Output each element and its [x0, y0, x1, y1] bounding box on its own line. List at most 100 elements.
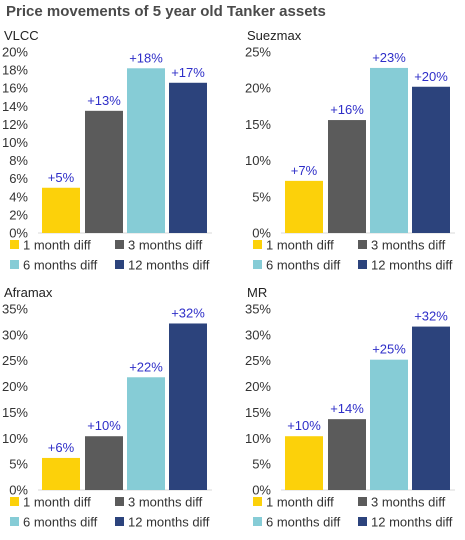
bar	[328, 419, 366, 490]
legend-label: 3 months diff	[371, 238, 446, 253]
y-tick-label: 0%	[252, 483, 271, 498]
legend-label: 3 months diff	[128, 495, 203, 510]
bar	[85, 110, 123, 233]
legend-label: 12 months diff	[371, 515, 453, 530]
legend-swatch	[358, 497, 367, 506]
chart-title: VLCC	[4, 28, 39, 43]
bar	[285, 436, 323, 490]
legend-swatch	[10, 497, 19, 506]
y-tick-label: 15%	[245, 117, 271, 132]
chart-svg: MR 0% 5% 10% 15% 20% 25% 30% 35% +10% +14% +25% +32%…	[245, 285, 455, 530]
y-tick-label: 5%	[252, 189, 271, 204]
data-label: +10%	[87, 418, 121, 433]
legend-swatch	[10, 240, 19, 249]
data-label: +5%	[48, 170, 75, 185]
y-tick-label: 18%	[2, 63, 28, 78]
chart-title: Aframax	[4, 285, 53, 300]
legend-label: 3 months diff	[128, 238, 203, 253]
bar	[328, 120, 366, 233]
bar	[42, 187, 80, 233]
legend-label: 6 months diff	[266, 258, 341, 273]
bar	[285, 180, 323, 233]
page-title: Price movements of 5 year old Tanker ass…	[6, 3, 326, 20]
data-label: +25%	[372, 342, 406, 357]
data-label: +16%	[330, 102, 364, 117]
data-label: +17%	[171, 65, 205, 80]
data-label: +32%	[171, 305, 205, 320]
y-tick-label: 14%	[2, 99, 28, 114]
y-tick-label: 5%	[252, 457, 271, 472]
legend-swatch	[115, 517, 124, 526]
chart-svg: Suezmax 0% 5% 10% 15% 20% 25% +7% +16% +23% +20% 1 …	[245, 28, 455, 273]
data-label: +23%	[372, 50, 406, 65]
chart-mr: MR 0% 5% 10% 15% 20% 25% 30% 35% +10% +14% +25% +32%…	[243, 281, 465, 537]
legend-label: 3 months diff	[371, 495, 446, 510]
y-tick-label: 0%	[252, 226, 271, 241]
legend-swatch	[253, 240, 262, 249]
y-tick-label: 35%	[245, 302, 271, 317]
y-tick-label: 30%	[245, 327, 271, 342]
legend-label: 12 months diff	[371, 258, 453, 273]
legend-label: 6 months diff	[266, 515, 341, 530]
y-tick-label: 20%	[2, 45, 28, 60]
data-label: +7%	[291, 163, 318, 178]
bar	[85, 436, 123, 490]
y-tick-label: 12%	[2, 117, 28, 132]
data-label: +10%	[287, 418, 321, 433]
data-label: +22%	[129, 359, 163, 374]
y-tick-label: 6%	[9, 171, 28, 186]
y-tick-label: 8%	[9, 153, 28, 168]
bar	[412, 326, 450, 490]
legend-label: 1 month diff	[266, 495, 334, 510]
y-tick-label: 20%	[245, 81, 271, 96]
y-tick-label: 20%	[2, 379, 28, 394]
legend-swatch	[358, 517, 367, 526]
legend-label: 1 month diff	[23, 495, 91, 510]
y-tick-label: 20%	[245, 379, 271, 394]
bar	[370, 359, 408, 490]
bar	[370, 67, 408, 233]
bar	[127, 377, 165, 490]
y-tick-label: 5%	[9, 457, 28, 472]
y-tick-label: 0%	[9, 483, 28, 498]
y-tick-label: 4%	[9, 189, 28, 204]
y-tick-label: 10%	[245, 153, 271, 168]
bar	[42, 457, 80, 490]
chart-svg: VLCC 0% 2% 4% 6% 8% 10% 12% 14% 16% 18% 20% +5% +13% +…	[2, 28, 212, 273]
legend-swatch	[115, 260, 124, 269]
legend-swatch	[10, 517, 19, 526]
data-label: +18%	[129, 50, 163, 65]
legend-swatch	[253, 497, 262, 506]
y-tick-label: 0%	[9, 226, 28, 241]
legend-swatch	[253, 517, 262, 526]
chart-title: Suezmax	[247, 28, 302, 43]
chart-title: MR	[247, 285, 267, 300]
data-label: +32%	[414, 309, 448, 324]
y-tick-label: 16%	[2, 81, 28, 96]
legend-label: 6 months diff	[23, 515, 98, 530]
y-tick-label: 15%	[2, 405, 28, 420]
y-tick-label: 30%	[2, 327, 28, 342]
legend-swatch	[253, 260, 262, 269]
y-tick-label: 15%	[245, 405, 271, 420]
y-tick-label: 25%	[245, 45, 271, 60]
data-label: +14%	[330, 401, 364, 416]
chart-svg: Aframax 0% 5% 10% 15% 20% 25% 30% 35% +6% +10% +22%…	[2, 285, 212, 530]
legend-label: 1 month diff	[23, 238, 91, 253]
chart-suezmax: Suezmax 0% 5% 10% 15% 20% 25% +7% +16% +23% +20% 1 …	[243, 24, 465, 280]
y-tick-label: 10%	[2, 431, 28, 446]
data-label: +20%	[414, 69, 448, 84]
y-tick-label: 35%	[2, 302, 28, 317]
y-tick-label: 10%	[2, 135, 28, 150]
data-label: +6%	[48, 440, 75, 455]
y-tick-label: 25%	[2, 353, 28, 368]
data-label: +13%	[87, 93, 121, 108]
legend-swatch	[10, 260, 19, 269]
y-tick-label: 10%	[245, 431, 271, 446]
legend-swatch	[115, 240, 124, 249]
chart-aframax: Aframax 0% 5% 10% 15% 20% 25% 30% 35% +6% +10% +22%…	[0, 281, 222, 537]
bar	[412, 86, 450, 233]
chart-vlcc: VLCC 0% 2% 4% 6% 8% 10% 12% 14% 16% 18% 20% +5% +13% +…	[0, 24, 222, 280]
y-tick-label: 2%	[9, 207, 28, 222]
legend-label: 12 months diff	[128, 515, 210, 530]
